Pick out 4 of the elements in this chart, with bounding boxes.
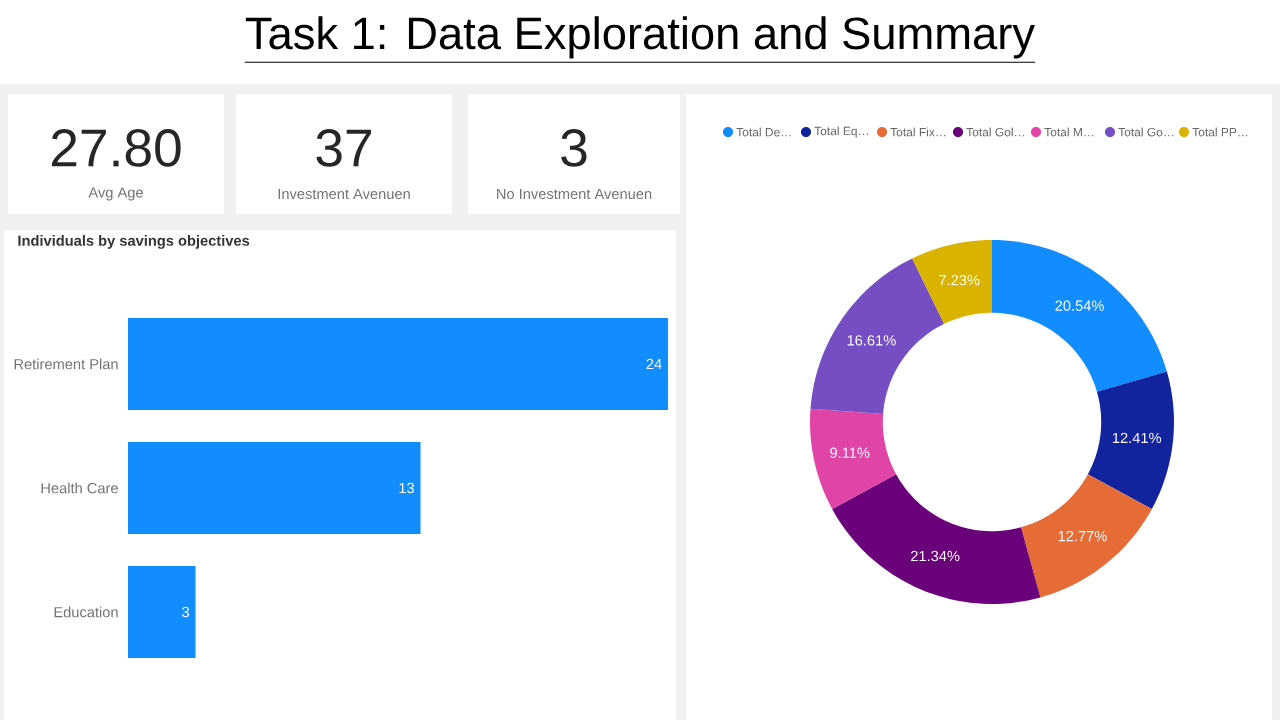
text: Task 1: Data Exploration and Summary	[245, 16, 1035, 59]
text: 27.80	[51, 129, 181, 167]
text: 37	[316, 129, 371, 167]
text: 3	[561, 129, 587, 167]
